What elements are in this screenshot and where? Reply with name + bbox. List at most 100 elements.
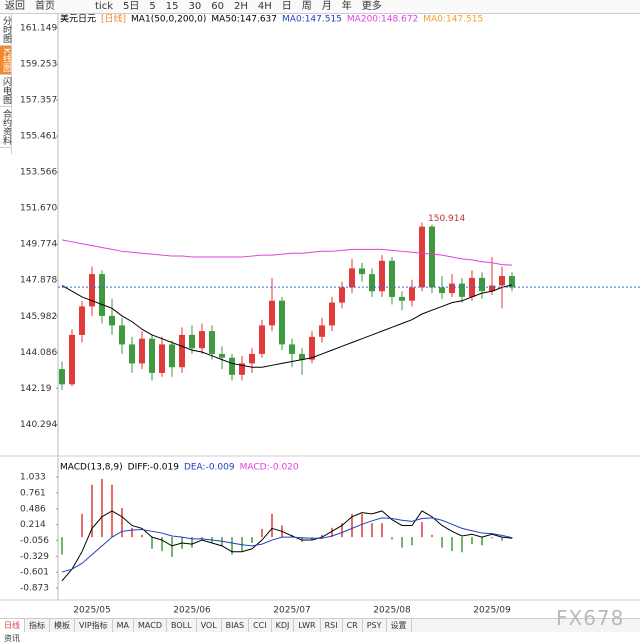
candle-body [329, 302, 335, 326]
candle-body [479, 277, 485, 292]
indicator-tab[interactable]: BIAS [222, 619, 250, 632]
toolbar-item[interactable]: 2H [233, 1, 248, 12]
toolbar-item[interactable]: 4H [257, 1, 272, 12]
y-tick-label: 153.566 [20, 168, 57, 178]
toolbar-item[interactable]: 5 [149, 1, 156, 12]
y-tick-label: 149.774 [20, 240, 57, 250]
sidebar-tab[interactable]: 合约资料 [0, 107, 11, 148]
toolbar-item[interactable] [397, 0, 407, 13]
indicator-tab[interactable]: MA [113, 619, 135, 632]
x-tick-label: 2025/06 [173, 606, 211, 616]
y-tick-label: 147.878 [20, 276, 57, 286]
toolbar-item[interactable] [80, 0, 90, 13]
candle-body [129, 344, 135, 364]
candle-body [419, 226, 425, 288]
legend-entry: MA50:147.637 [211, 15, 277, 25]
candle-body [159, 344, 165, 373]
indicator-tab[interactable]: CCI [249, 619, 272, 632]
indicator-line [61, 517, 513, 573]
toolbar-item[interactable]: 首页 [35, 1, 55, 12]
indicator-tab[interactable]: 指标 [25, 619, 50, 632]
indicator-tab[interactable]: VOL [197, 619, 222, 632]
chart: 161.149 159.253 157.357 155.461 153.566 151.6… [0, 13, 640, 616]
candle-body [109, 315, 115, 326]
candle-body [239, 363, 245, 375]
candle-body [269, 300, 275, 326]
legend-entry: MA0:147.515 [282, 15, 342, 25]
candle-body [59, 369, 65, 385]
candle-body [449, 283, 455, 294]
legend-entry: MA1(50,0,200,0) [131, 15, 206, 25]
indicator-tab[interactable]: 模板 [50, 619, 75, 632]
indicator-tab[interactable]: MACD [134, 619, 168, 632]
period-tab[interactable]: 日线 [0, 619, 25, 632]
candle-body [459, 283, 465, 297]
toolbar-item[interactable]: tick [95, 1, 113, 12]
candle-body [249, 353, 255, 364]
indicator-tab[interactable]: VIP指标 [75, 619, 113, 632]
footer[interactable]: 资讯 [4, 634, 20, 643]
indicator-tab[interactable]: PSY [363, 619, 387, 632]
toolbar-item[interactable]: 更多 [361, 1, 382, 12]
y-tick-label: -0.056 [20, 536, 49, 546]
indicator-tab[interactable]: CR [343, 619, 363, 632]
toolbar-item[interactable] [70, 0, 80, 13]
candle-body [499, 276, 505, 286]
candle-body [139, 338, 145, 364]
toolbar-item[interactable] [60, 0, 70, 13]
sidebar-tab[interactable]: K线图 [0, 46, 11, 75]
y-tick-label: 155.461 [20, 132, 57, 142]
legend-entry: MACD(13,8,9) [60, 463, 123, 473]
toolbar-item[interactable] [387, 0, 397, 13]
toolbar-item[interactable]: 月 [321, 1, 332, 12]
indicator-tab[interactable]: RSI [321, 619, 343, 632]
indicator-line [61, 284, 513, 368]
y-tick-label: -0.601 [20, 568, 49, 578]
candle-body [509, 276, 515, 288]
sidebar-tab[interactable]: 闪电图 [0, 75, 11, 107]
y-tick-label: 0.214 [20, 520, 46, 530]
candle-body [409, 287, 415, 301]
y-tick-label: 140.294 [20, 420, 57, 430]
legend-entry: 美元日元 [60, 13, 96, 25]
toolbar-item[interactable]: 30 [188, 1, 202, 12]
toolbar-item[interactable]: 15 [165, 1, 179, 12]
toolbar-item[interactable]: 日 [281, 1, 292, 12]
candle-body [179, 334, 185, 368]
y-tick-label: -0.873 [20, 583, 49, 593]
toolbar-item[interactable]: 返回 [5, 1, 25, 12]
y-tick-label: 157.357 [20, 96, 57, 106]
candle-body [289, 344, 295, 354]
high-annotation: 150.914 [428, 214, 465, 224]
y-tick-label: 1.033 [20, 472, 46, 482]
indicator-tab[interactable]: BOLL [167, 619, 197, 632]
sidebar-tab[interactable]: 分时图 [0, 14, 11, 46]
candle-body [79, 306, 85, 335]
candle-body [189, 334, 195, 349]
x-tick-label: 2025/05 [73, 606, 110, 616]
candle-body [439, 287, 445, 294]
x-tick-label: 2025/07 [273, 606, 310, 616]
legend-entry: MA200:148.672 [347, 15, 418, 25]
candle-body [229, 357, 235, 375]
candle-body [309, 336, 315, 360]
toolbar-item[interactable]: 5日 [123, 1, 140, 12]
watermark: FX678 [556, 606, 625, 630]
candle-body [279, 300, 285, 345]
indicator-tab[interactable]: KDJ [272, 619, 295, 632]
candle-body [119, 325, 125, 345]
candle-body [319, 325, 325, 337]
y-tick-label: 142.19 [20, 384, 52, 394]
toolbar-item[interactable]: 年 [341, 1, 352, 12]
candle-body [489, 285, 495, 292]
toolbar-item[interactable]: 60 [211, 1, 224, 12]
indicator-tab[interactable]: 设置 [387, 619, 412, 632]
indicator-tab[interactable]: LWR [294, 619, 321, 632]
candle-body [209, 331, 215, 354]
toolbar-item[interactable]: 周 [301, 1, 312, 12]
toolbar-item[interactable] [407, 0, 417, 13]
legend-entry: [日线] [101, 13, 126, 25]
candle-body [299, 353, 305, 360]
indicator-line [61, 510, 513, 582]
y-tick-label: 144.086 [20, 348, 57, 358]
